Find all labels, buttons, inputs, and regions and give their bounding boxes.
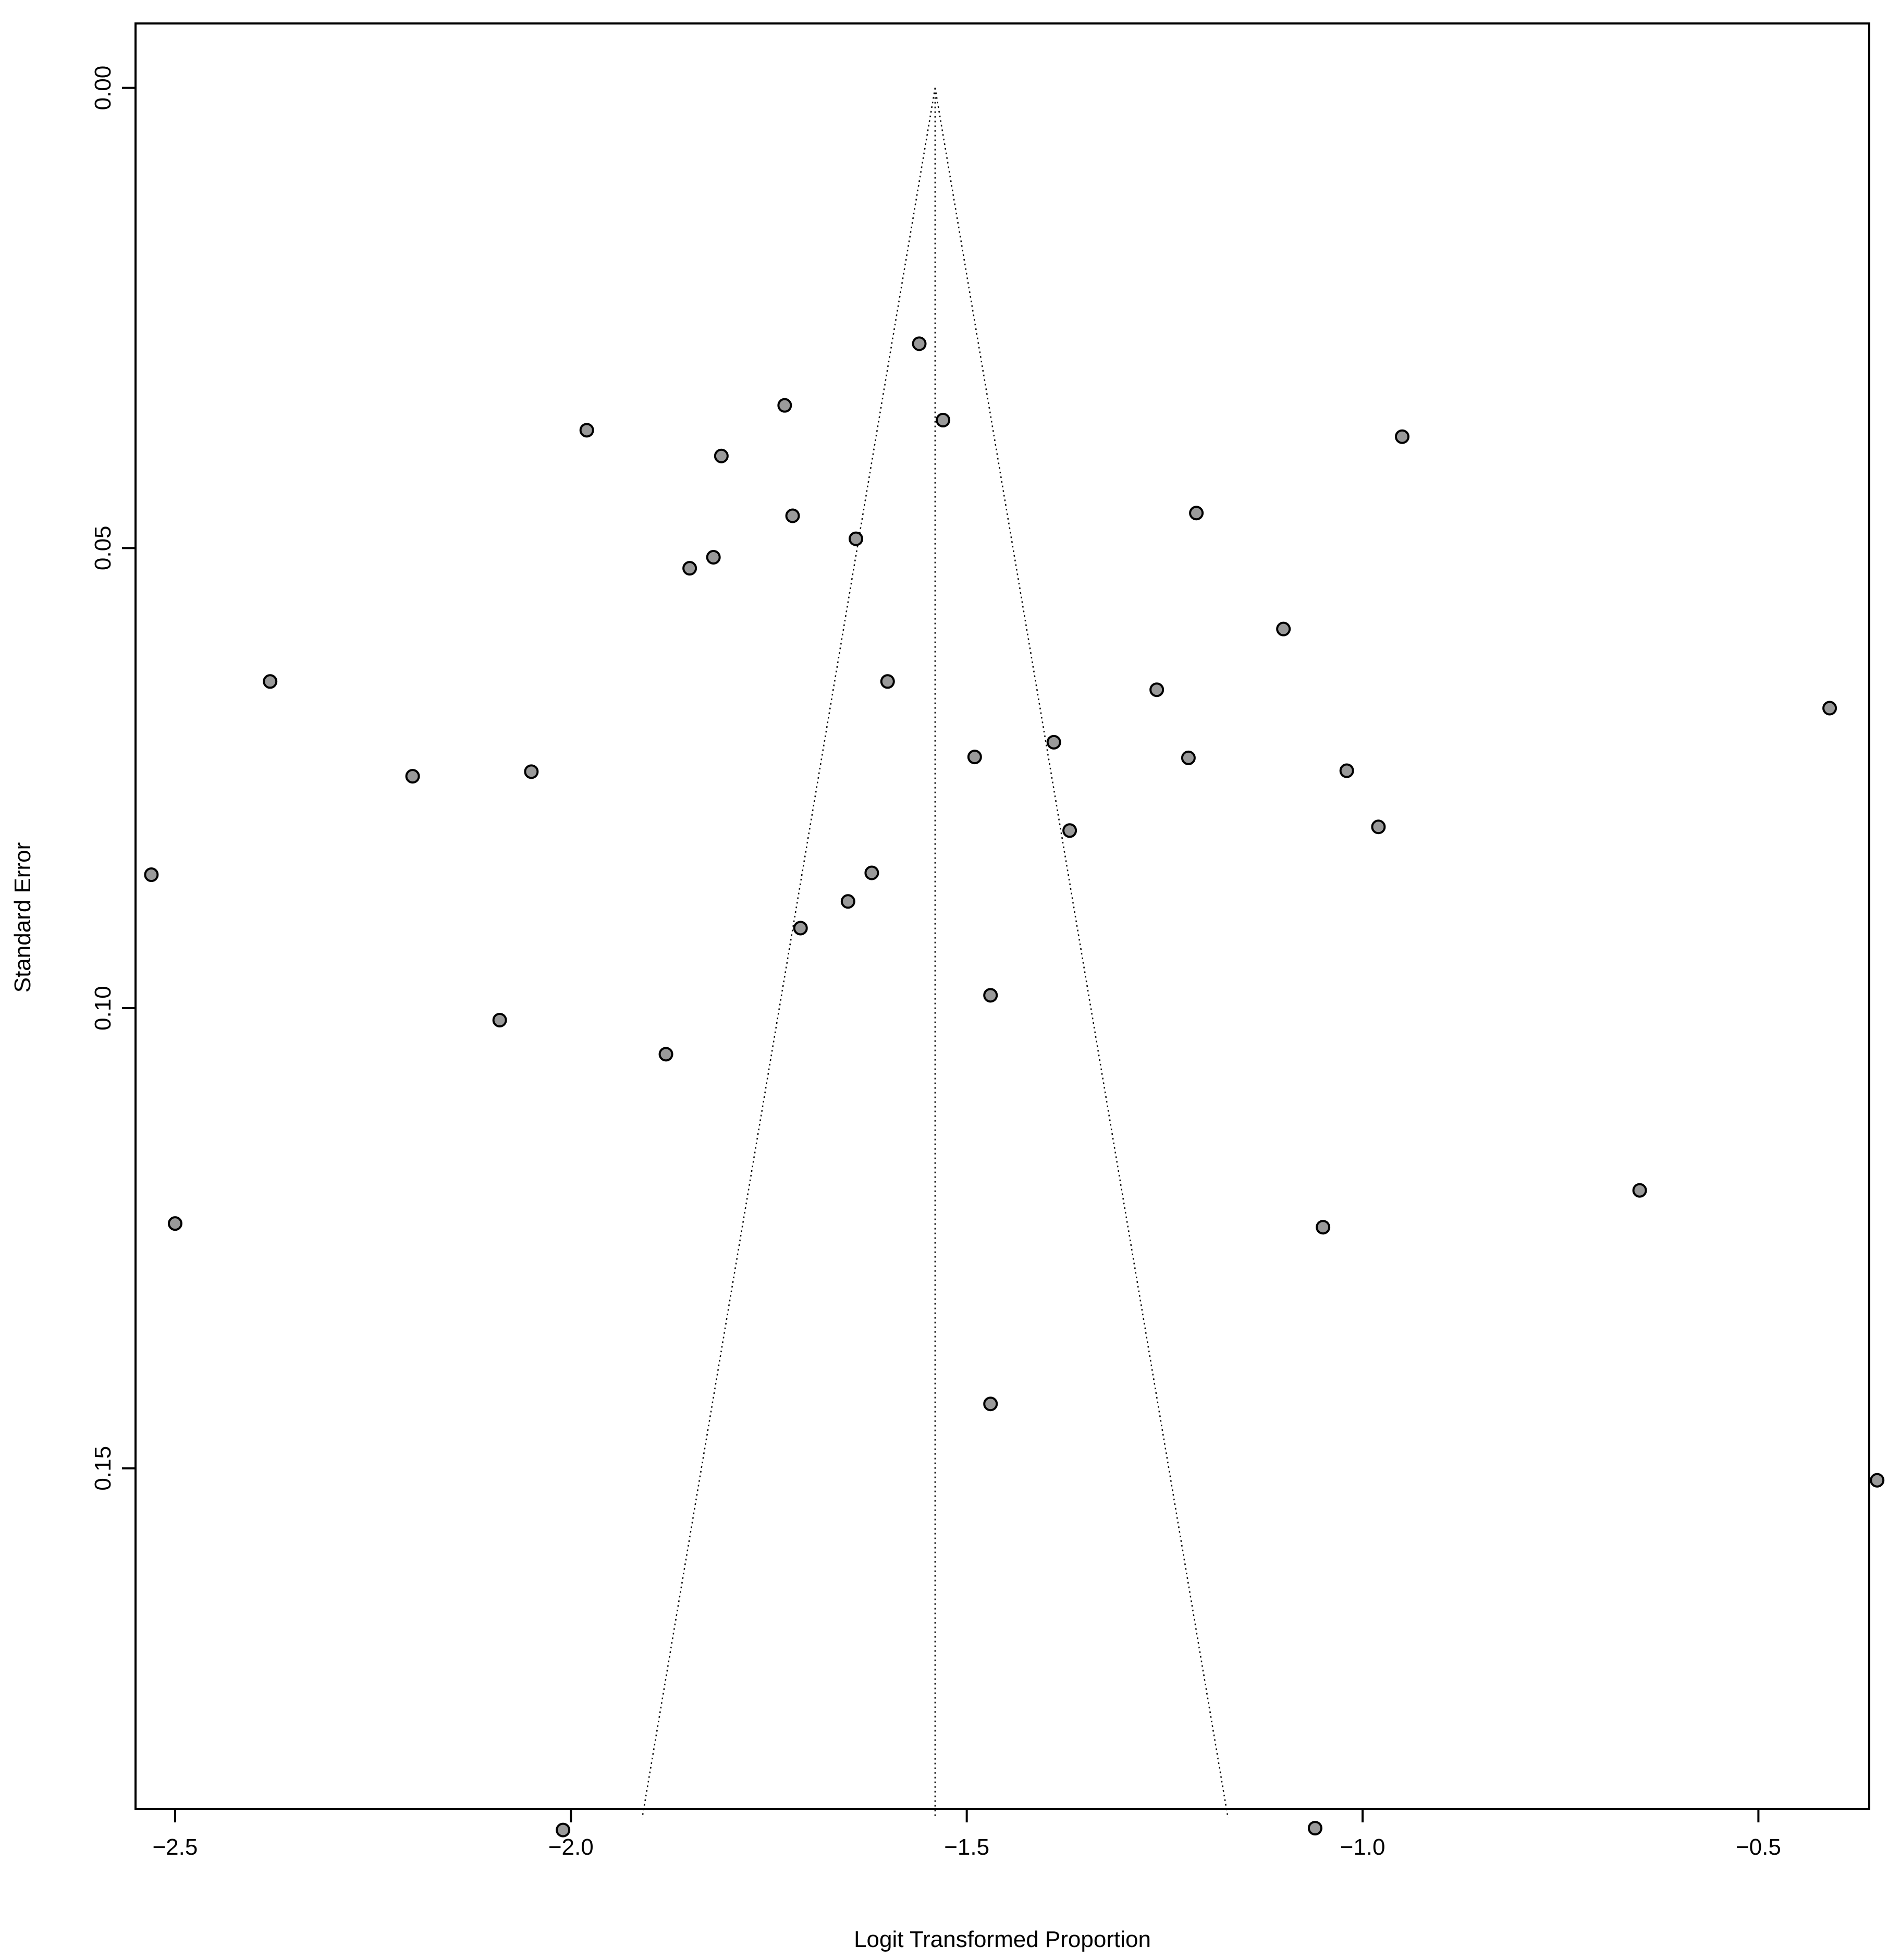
data-point (263, 674, 278, 689)
data-point (1316, 1220, 1331, 1235)
data-point (777, 398, 792, 413)
y-tick-label: 0.15 (90, 1446, 116, 1491)
data-point (144, 867, 159, 883)
data-point (785, 508, 800, 523)
data-point (492, 1012, 507, 1027)
x-tick-label: −2.0 (548, 1834, 594, 1860)
data-point (658, 1047, 673, 1062)
data-point (706, 549, 721, 565)
data-point (556, 1822, 571, 1838)
data-point (983, 988, 998, 1003)
x-axis: −2.5 −2.0 −1.5 −1.0 −0.5 (152, 1809, 1781, 1860)
data-point (1189, 506, 1204, 521)
x-tick-label: −0.5 (1736, 1834, 1781, 1860)
y-axis: 0.00 0.05 0.10 0.15 (90, 66, 136, 1491)
x-axis-label: Logit Transformed Proportion (854, 1927, 1151, 1952)
data-points (144, 336, 1885, 1838)
data-point (849, 531, 864, 546)
data-point (1307, 1821, 1322, 1836)
data-point (793, 921, 808, 936)
data-point (1870, 1473, 1885, 1488)
data-point (1371, 819, 1386, 835)
data-point (983, 1396, 998, 1412)
data-point (1062, 823, 1077, 838)
data-point (967, 750, 982, 765)
y-tick-label: 0.05 (90, 525, 116, 570)
data-point (579, 423, 594, 438)
plot-frame (134, 22, 1870, 1810)
data-point (864, 865, 879, 880)
data-point (167, 1216, 182, 1231)
funnel-left-line (641, 88, 936, 1818)
data-point (1046, 734, 1061, 750)
y-axis-label: Standard Error (10, 842, 35, 993)
x-tick-label: −1.0 (1340, 1834, 1386, 1860)
data-point (405, 769, 420, 784)
funnel-lines (641, 88, 1229, 1818)
data-point (1632, 1183, 1647, 1198)
data-point (912, 336, 927, 351)
data-point (1276, 621, 1291, 636)
data-point (1181, 750, 1196, 765)
data-point (524, 764, 539, 779)
data-point (936, 412, 951, 427)
x-tick-label: −1.5 (944, 1834, 989, 1860)
data-point (840, 894, 855, 909)
y-tick-label: 0.10 (90, 986, 116, 1031)
data-point (880, 674, 895, 689)
data-point (714, 448, 729, 463)
data-point (1394, 429, 1409, 444)
data-point (1149, 682, 1164, 697)
x-tick-label: −2.5 (152, 1834, 198, 1860)
funnel-right-line (934, 88, 1229, 1818)
data-point (1822, 701, 1837, 716)
data-point (1339, 763, 1354, 778)
data-point (682, 561, 697, 576)
y-tick-label: 0.00 (90, 66, 116, 111)
